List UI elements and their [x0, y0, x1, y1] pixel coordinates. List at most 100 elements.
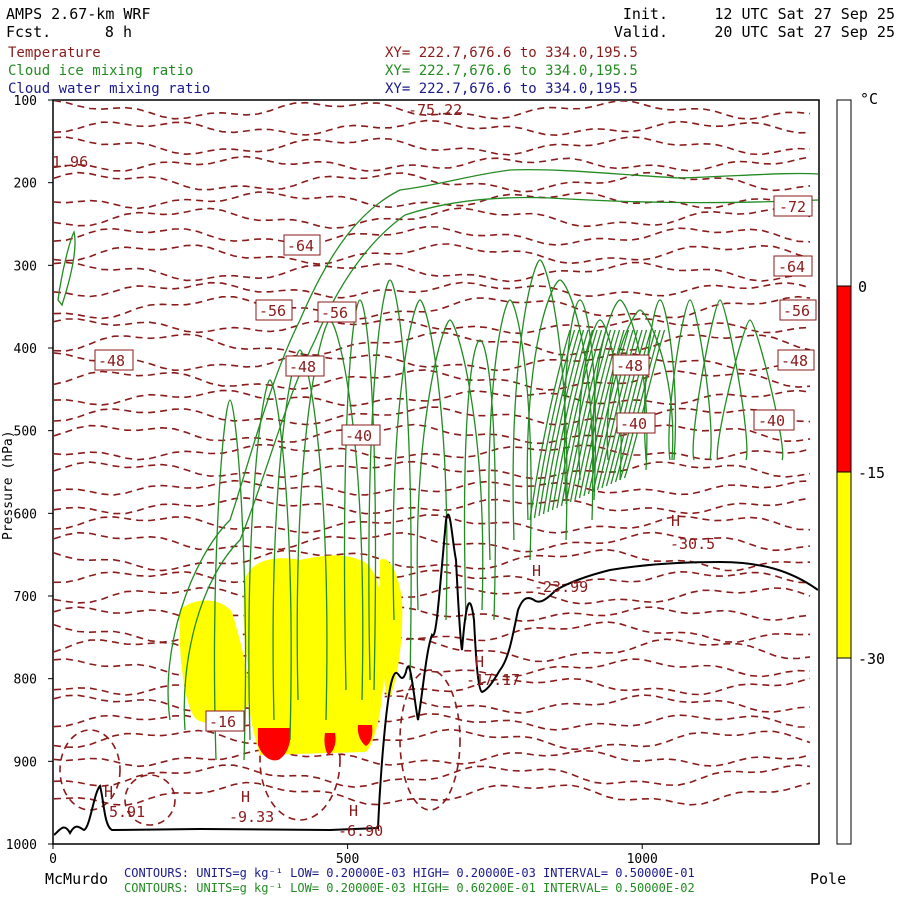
colorbar-segment-15-to-30 [836, 471, 852, 659]
cloud-ice-contour [623, 329, 666, 479]
temperature-contour-line [54, 658, 811, 678]
cloud-ice-contour [556, 329, 598, 509]
cloud-ice-contour [551, 329, 594, 511]
y-axis: 100 200 300 400 500 600 700 800 900 1000 [6, 94, 53, 853]
cloud-ice-contour [596, 329, 639, 491]
cloud-ice-contour [565, 329, 607, 505]
contour-label: -48 [616, 357, 643, 375]
temperature-contour-line [54, 369, 811, 391]
cloud-ice-contour [569, 329, 612, 503]
cloud-ice-contour [583, 329, 625, 497]
fcst-label: Fcst. [6, 23, 51, 41]
temperature-contour-line [54, 676, 811, 696]
cloud-ice-contour [57, 230, 76, 307]
contour-label: -17.17 [466, 671, 520, 689]
contour-labels: -75.22 1.96 -30.5 -23.99 -17.17 5.91 -9.… [52, 101, 715, 840]
contour-label: 1.96 [52, 153, 88, 171]
contour-label: -40 [620, 415, 647, 433]
temperature-contour-line [54, 479, 811, 496]
temperature-contour-line [54, 191, 811, 210]
valid-value: 20 UTC Sat 27 Sep 25 [714, 23, 895, 41]
y-tick-label: 700 [14, 590, 37, 605]
temperature-contour-loop [124, 774, 176, 826]
colorbar-label: -15 [858, 464, 885, 482]
cloud-ice-contour [560, 329, 603, 507]
contour-label: 5.91 [109, 803, 145, 821]
temperature-contour-line [54, 389, 811, 407]
contour-label: -16 [209, 713, 236, 731]
y-tick-label: 900 [14, 755, 37, 770]
cloud-ice-contour [463, 339, 497, 621]
temperature-contour-line [54, 119, 811, 137]
cloud-ice-contour [343, 299, 377, 691]
contour-label: -56 [259, 302, 286, 320]
extremum-marker: H [104, 783, 113, 801]
y-tick-label: 100 [14, 94, 37, 109]
boxed-labels: -72 -64 -64 -56 -56 -56 -48 -48 -48 -48 … [94, 195, 817, 732]
contour-label: -9.33 [229, 808, 274, 826]
contour-label: -64 [778, 258, 805, 276]
colorbar-label: -30 [858, 650, 885, 668]
temperature-contour-line [54, 101, 811, 120]
field-name-water: Cloud water mixing ratio [8, 81, 210, 97]
cloud-ice-contour [668, 299, 712, 461]
cloud-ice-contour [529, 329, 571, 521]
cloud-ice-contour [606, 309, 674, 461]
temperature-contour-line [54, 531, 811, 553]
temperature-contour-line [54, 423, 811, 445]
model-title: AMPS 2.67-km WRF [6, 5, 151, 23]
y-tick-label: 600 [14, 507, 37, 522]
y-tick-label: 800 [14, 673, 37, 688]
cloud-ice-contour [512, 259, 568, 541]
temperature-contour-line [54, 207, 811, 229]
temperature-contour-line [54, 243, 811, 265]
contour-label: -72 [779, 198, 806, 216]
cloud-ice-contour [578, 329, 621, 499]
extremum-marker: H [532, 562, 541, 580]
cloud-ice-contour [213, 399, 247, 761]
temperature-contour-line [54, 317, 811, 335]
contour-label: -40 [345, 427, 372, 445]
temperature-contour-line [54, 728, 811, 751]
cloud-ice-contour [248, 379, 292, 741]
y-tick-label: 1000 [6, 838, 37, 853]
contour-label: -48 [781, 352, 808, 370]
y-tick-label: 400 [14, 342, 37, 357]
temperature-contours [54, 101, 811, 826]
colorbar-label: 0 [858, 278, 867, 296]
cloud-ice-contour [526, 279, 594, 521]
field-xy-ice: XY= 222.7,676.6 to 334.0,195.5 [385, 63, 638, 79]
extremum-marker: H [349, 802, 358, 820]
temperature-contour-line [54, 406, 811, 426]
temperature-contour-line [54, 225, 811, 246]
extremum-marker: H [475, 653, 484, 671]
temperature-contour-line [54, 497, 811, 515]
cloud-ice-contour [574, 329, 616, 501]
shading-red [258, 725, 373, 761]
fcst-value: 8 h [105, 23, 132, 41]
y-tick-label: 500 [14, 425, 37, 440]
contour-label: -6.90 [338, 822, 383, 840]
valid-label: Valid. [614, 23, 668, 41]
cloud-ice-contour [592, 329, 634, 493]
y-tick-label: 300 [14, 259, 37, 274]
terrain-profile [54, 513, 818, 836]
colorbar-segment-below-30 [836, 657, 852, 845]
x-tick-label: 500 [336, 852, 359, 867]
footer-line-water: CONTOURS: UNITS=g kg⁻¹ LOW= 0.20000E-03 … [124, 866, 695, 880]
extremum-marker: H [241, 788, 250, 806]
field-xy-water: XY= 222.7,676.6 to 334.0,195.5 [385, 81, 638, 97]
colorbar: °C 0 -15 -30 [836, 90, 885, 845]
cloud-ice-contour [183, 196, 818, 731]
temperature-contour-line [54, 548, 811, 572]
cloud-ice-contour [272, 349, 328, 721]
contour-label: -56 [321, 304, 348, 322]
temperature-contour-line [54, 637, 811, 663]
extremum-marker: H [671, 512, 680, 530]
contour-label: -48 [98, 352, 125, 370]
cloud-ice-contour [619, 329, 661, 481]
yellow-patch-2 [243, 555, 385, 755]
contour-label: -30.5 [670, 535, 715, 553]
x-right-endpoint: Pole [810, 870, 846, 888]
